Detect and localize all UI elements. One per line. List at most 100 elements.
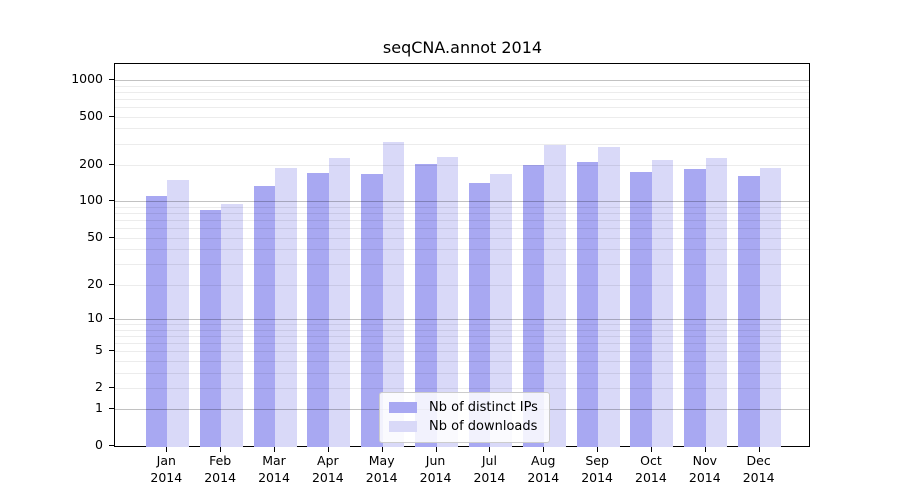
legend-swatch-downloads-icon [389, 421, 417, 432]
x-label-year: 2014 [258, 470, 290, 485]
bar-aug-distinct-ips [522, 165, 545, 447]
bar-nov-distinct-ips [684, 169, 706, 447]
x-label-month: Feb [209, 453, 232, 468]
bar-feb-downloads [221, 203, 243, 447]
legend-swatch-distinct-ips-icon [389, 402, 417, 413]
bar-jul-downloads [490, 174, 512, 447]
x-label-year: 2014 [473, 470, 506, 485]
x-tick-label-oct: Oct 2014 [616, 452, 686, 486]
x-label-month: May [368, 453, 395, 468]
y-tick-label-1: 1 [95, 400, 103, 416]
x-tick-label-mar: Mar 2014 [239, 452, 309, 486]
y-tick-mark-10 [109, 317, 114, 319]
x-label-month: Jan [156, 453, 176, 468]
chart-title: seqCNA.annot 2014 [382, 38, 543, 57]
x-tick-mark-jun [435, 447, 437, 452]
y-tick-mark-20 [109, 283, 114, 285]
y-tick-mark-5 [109, 350, 114, 352]
y-tick-label-2: 2 [95, 378, 103, 394]
x-label-month: Nov [692, 453, 717, 468]
x-label-year: 2014 [365, 470, 398, 485]
y-tick-mark-1 [109, 408, 114, 410]
legend: Nb of distinct IPs Nb of downloads [379, 392, 550, 443]
bar-jan-downloads [167, 180, 189, 447]
y-tick-mark-2 [109, 386, 114, 388]
bar-apr-distinct-ips [307, 172, 329, 447]
x-tick-mark-mar [274, 447, 275, 452]
y-tick-label-1000: 1000 [71, 70, 103, 86]
bar-mar-distinct-ips [253, 185, 275, 447]
x-label-year: 2014 [635, 470, 667, 485]
bar-apr-downloads [328, 157, 351, 447]
x-tick-label-apr: Apr 2014 [293, 452, 363, 486]
y-tick-label-500: 500 [79, 107, 103, 123]
bar-mar-downloads [275, 167, 297, 447]
x-label-month: Sep [585, 453, 609, 468]
bar-sep-distinct-ips [576, 161, 599, 447]
x-label-year: 2014 [527, 470, 560, 485]
legend-item-downloads: Nb of downloads [389, 417, 538, 436]
x-label-year: 2014 [311, 470, 344, 485]
x-tick-label-nov: Nov 2014 [670, 452, 740, 486]
x-label-year: 2014 [204, 470, 237, 485]
bar-may-downloads [382, 141, 405, 447]
bar-oct-distinct-ips [630, 171, 652, 447]
bar-sep-downloads [598, 147, 620, 447]
x-tick-mark-nov [704, 447, 706, 452]
x-tick-mark-oct [650, 447, 652, 452]
x-tick-label-aug: Aug 2014 [508, 452, 578, 486]
x-tick-label-jun: Jun 2014 [401, 452, 471, 486]
y-tick-mark-50 [109, 236, 114, 238]
x-label-month: Dec [746, 453, 771, 468]
legend-label-distinct-ips: Nb of distinct IPs [429, 400, 538, 415]
bar-jun-distinct-ips [415, 164, 437, 447]
y-tick-mark-0 [109, 445, 114, 446]
y-tick-mark-100 [109, 200, 114, 202]
x-label-month: Jul [481, 453, 497, 468]
y-tick-mark-200 [109, 164, 114, 165]
x-label-month: Mar [262, 453, 286, 468]
x-tick-label-dec: Dec 2014 [724, 452, 794, 486]
x-tick-label-feb: Feb 2014 [185, 452, 255, 486]
x-tick-label-may: May 2014 [347, 452, 417, 486]
x-tick-mark-sep [597, 447, 599, 452]
x-tick-mark-aug [543, 447, 545, 452]
bars-layer [115, 64, 809, 447]
bar-feb-distinct-ips [199, 209, 222, 447]
bar-nov-downloads [705, 157, 728, 447]
x-label-year: 2014 [581, 470, 613, 485]
x-label-month: Jun [425, 453, 446, 468]
y-tick-label-0: 0 [95, 437, 103, 452]
x-tick-mark-apr [327, 447, 329, 452]
x-label-year: 2014 [742, 470, 775, 485]
y-tick-label-10: 10 [87, 309, 103, 325]
bar-jul-distinct-ips [468, 182, 491, 447]
x-label-year: 2014 [150, 470, 183, 485]
x-tick-label-jan: Jan 2014 [131, 452, 201, 486]
legend-item-distinct-ips: Nb of distinct IPs [389, 398, 538, 417]
bar-dec-distinct-ips [738, 176, 760, 447]
bar-jan-distinct-ips [145, 195, 168, 447]
x-tick-mark-jul [489, 447, 491, 452]
bar-jun-downloads [436, 156, 459, 447]
x-tick-label-jul: Jul 2014 [454, 452, 524, 486]
x-tick-label-sep: Sep 2014 [562, 452, 632, 486]
y-tick-label-50: 50 [87, 228, 103, 244]
x-tick-mark-jan [166, 447, 168, 452]
x-label-month: Oct [640, 453, 662, 468]
y-tick-label-20: 20 [87, 275, 103, 291]
y-tick-mark-500 [109, 115, 114, 117]
x-label-month: Aug [531, 453, 556, 468]
x-tick-mark-may [381, 447, 383, 452]
x-tick-mark-dec [758, 447, 760, 452]
bar-oct-downloads [651, 160, 674, 447]
plot-area: Nb of distinct IPs Nb of downloads [114, 63, 810, 447]
y-tick-mark-1000 [109, 78, 114, 80]
x-label-year: 2014 [419, 470, 452, 485]
x-tick-mark-feb [220, 447, 222, 452]
legend-label-downloads: Nb of downloads [429, 419, 538, 434]
y-tick-label-5: 5 [95, 342, 103, 358]
bar-dec-downloads [759, 168, 782, 447]
bar-may-distinct-ips [361, 173, 383, 447]
